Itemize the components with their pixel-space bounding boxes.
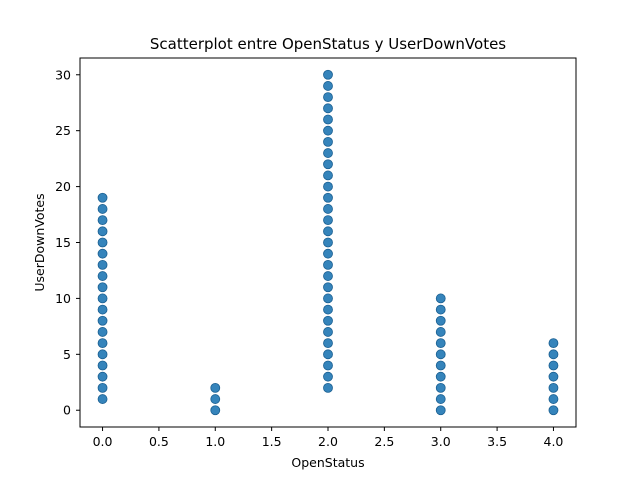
data-point xyxy=(323,237,333,248)
data-point xyxy=(97,204,108,214)
axis-ticks: 0.0 0.5 1.0 1.5 2.0 2.5 3.0 3.5 4.0 0 5 10 15 20 25 30 xyxy=(55,67,563,449)
y-tick-label: 5 xyxy=(63,347,71,362)
data-point xyxy=(97,248,108,259)
data-point xyxy=(97,338,108,349)
data-point xyxy=(435,338,446,349)
x-tick-label: 2.0 xyxy=(318,434,338,449)
data-point xyxy=(548,382,559,393)
data-point xyxy=(435,293,446,304)
data-point xyxy=(323,259,333,270)
data-point xyxy=(323,125,333,136)
x-tick-label: 1.0 xyxy=(205,434,225,449)
data-point xyxy=(97,315,108,326)
y-tick-label: 0 xyxy=(63,403,71,418)
y-tick-label: 15 xyxy=(55,235,71,250)
data-point xyxy=(323,327,333,337)
data-point xyxy=(97,382,108,393)
data-point xyxy=(323,92,333,103)
data-point xyxy=(97,192,108,203)
data-point xyxy=(323,181,333,192)
data-point xyxy=(323,226,333,237)
data-point xyxy=(97,360,108,371)
data-point xyxy=(97,304,108,315)
data-point xyxy=(435,382,446,393)
data-point xyxy=(435,394,446,404)
plot-area-frame xyxy=(79,57,577,428)
x-tick-label: 3.0 xyxy=(431,434,451,449)
x-tick-label: 2.5 xyxy=(374,434,394,449)
data-point xyxy=(97,327,108,337)
data-point xyxy=(548,349,559,360)
x-tick-label: 0.0 xyxy=(93,434,113,449)
data-point xyxy=(97,237,108,248)
data-point xyxy=(97,259,108,270)
data-point xyxy=(435,304,446,315)
y-tick-label: 20 xyxy=(55,179,71,194)
data-point xyxy=(97,271,108,281)
data-point xyxy=(323,304,333,315)
data-point xyxy=(323,293,333,304)
data-point xyxy=(435,315,446,326)
data-point xyxy=(548,360,559,371)
data-point xyxy=(435,360,446,371)
data-point xyxy=(210,394,221,404)
data-point xyxy=(323,148,333,158)
data-point xyxy=(323,136,333,147)
x-axis-label: OpenStatus xyxy=(291,455,364,470)
y-axis-label: UserDownVotes xyxy=(32,193,47,291)
data-point xyxy=(323,215,333,226)
data-point xyxy=(97,282,108,293)
data-point xyxy=(97,394,108,404)
data-point xyxy=(323,349,333,360)
data-point xyxy=(548,371,559,382)
data-point xyxy=(323,114,333,125)
data-point xyxy=(323,360,333,371)
x-tick-label: 0.5 xyxy=(149,434,169,449)
data-point xyxy=(97,215,108,226)
data-point xyxy=(323,338,333,349)
data-point xyxy=(97,293,108,304)
data-point xyxy=(97,349,108,360)
data-point xyxy=(323,271,333,281)
data-point xyxy=(323,103,333,114)
y-tick-label: 10 xyxy=(55,291,71,306)
data-point xyxy=(548,405,559,416)
y-tick-label: 30 xyxy=(55,67,71,82)
x-tick-label: 1.5 xyxy=(262,434,282,449)
data-point xyxy=(323,69,333,80)
data-point xyxy=(323,315,333,326)
x-tick-label: 3.5 xyxy=(487,434,507,449)
data-point xyxy=(548,394,559,404)
data-point xyxy=(435,349,446,360)
data-point xyxy=(435,405,446,416)
data-point xyxy=(323,382,333,393)
data-point xyxy=(548,338,559,349)
data-point xyxy=(323,371,333,382)
data-point xyxy=(323,81,333,91)
chart-title: Scatterplot entre OpenStatus y UserDownV… xyxy=(150,35,506,53)
data-point xyxy=(435,327,446,337)
data-point xyxy=(323,282,333,293)
data-point xyxy=(323,159,333,170)
x-tick-label: 4.0 xyxy=(544,434,564,449)
data-point xyxy=(323,170,333,181)
data-point xyxy=(210,382,221,393)
data-points xyxy=(97,69,559,416)
data-point xyxy=(210,405,221,416)
data-point xyxy=(97,371,108,382)
data-point xyxy=(323,192,333,203)
data-point xyxy=(435,371,446,382)
data-point xyxy=(323,248,333,259)
data-point xyxy=(97,226,108,237)
y-tick-label: 25 xyxy=(55,123,71,138)
data-point xyxy=(323,204,333,214)
